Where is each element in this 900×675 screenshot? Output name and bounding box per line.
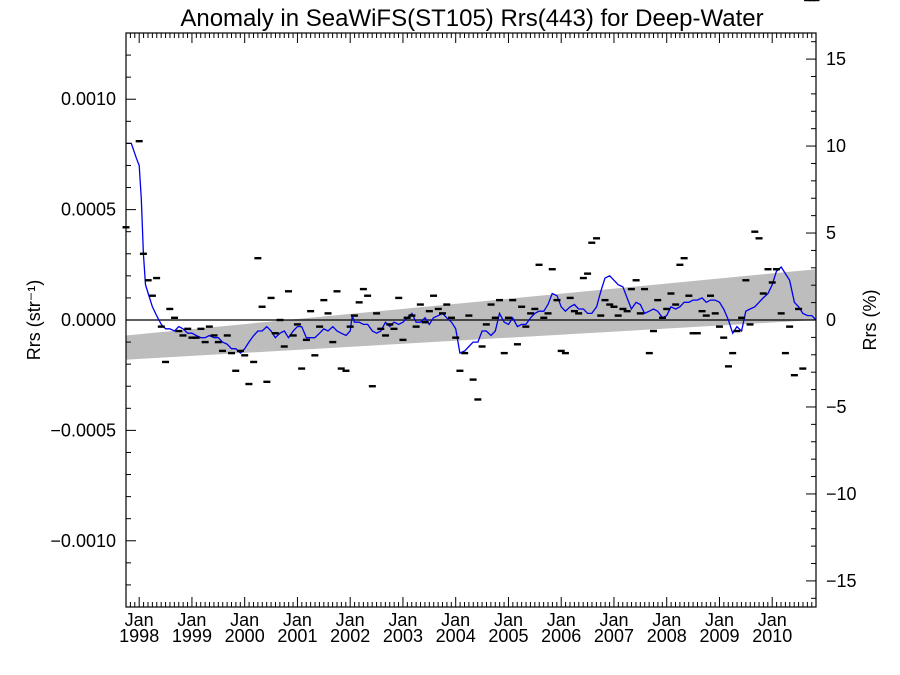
x-tick-month: Jan <box>177 610 206 630</box>
monthly-points-layer <box>122 0 820 401</box>
x-tick-year: 2007 <box>594 626 634 646</box>
smoothed-series-line <box>126 142 817 355</box>
x-tick-month: Jan <box>494 610 523 630</box>
x-tick-year: 2004 <box>436 626 476 646</box>
chart-title: Anomaly in SeaWiFS(ST105) Rrs(443) for D… <box>180 5 763 32</box>
smoothed-series-layer <box>126 142 817 355</box>
y-left-tick-label: −0.0010 <box>50 531 116 551</box>
x-tick-month: Jan <box>441 610 470 630</box>
x-tick-month: Jan <box>283 610 312 630</box>
x-tick-year: 2001 <box>277 626 317 646</box>
x-tick-month: Jan <box>705 610 734 630</box>
x-tick-month: Jan <box>388 610 417 630</box>
y-right-tick-label: 0 <box>826 310 836 330</box>
y-axis-right-label: Rrs (%) <box>860 290 880 351</box>
y-right-tick-label: 10 <box>826 136 846 156</box>
x-tick-month: Jan <box>547 610 576 630</box>
x-tick-year: 2000 <box>225 626 265 646</box>
y-axis-right: 15 10 5 0 −5 −10 −15 <box>806 41 857 599</box>
x-tick-year: 2009 <box>699 626 739 646</box>
x-tick-month: Jan <box>652 610 681 630</box>
y-right-tick-label: −5 <box>826 397 847 417</box>
y-left-tick-label: 0.0005 <box>61 200 116 220</box>
y-left-tick-label: 0.0000 <box>61 310 116 330</box>
x-tick-month: Jan <box>336 610 365 630</box>
y-axis-left: 0.0010 0.0005 0.0000 −0.0005 −0.0010 <box>50 54 136 586</box>
x-tick-month: Jan <box>230 610 259 630</box>
x-tick-year: 2010 <box>752 626 792 646</box>
y-right-tick-label: 5 <box>826 223 836 243</box>
x-tick-year: 1999 <box>172 626 212 646</box>
x-tick-year: 2008 <box>647 626 687 646</box>
x-tick-year: 1998 <box>119 626 159 646</box>
x-tick-year: 2002 <box>330 626 370 646</box>
x-axis: Jan1998Jan1999Jan2000Jan2001Jan2002Jan20… <box>119 33 813 646</box>
x-tick-year: 2006 <box>541 626 581 646</box>
x-tick-month: Jan <box>758 610 787 630</box>
y-left-tick-label: 0.0010 <box>61 89 116 109</box>
x-tick-month: Jan <box>599 610 628 630</box>
y-right-tick-label: 15 <box>826 49 846 69</box>
x-tick-month: Jan <box>125 610 154 630</box>
x-tick-year: 2005 <box>488 626 528 646</box>
x-tick-year: 2003 <box>383 626 423 646</box>
y-axis-left-label: Rrs (str⁻¹) <box>24 280 44 360</box>
y-left-tick-label: −0.0005 <box>50 420 116 440</box>
y-right-tick-label: −15 <box>826 571 857 591</box>
y-right-tick-label: −10 <box>826 484 857 504</box>
